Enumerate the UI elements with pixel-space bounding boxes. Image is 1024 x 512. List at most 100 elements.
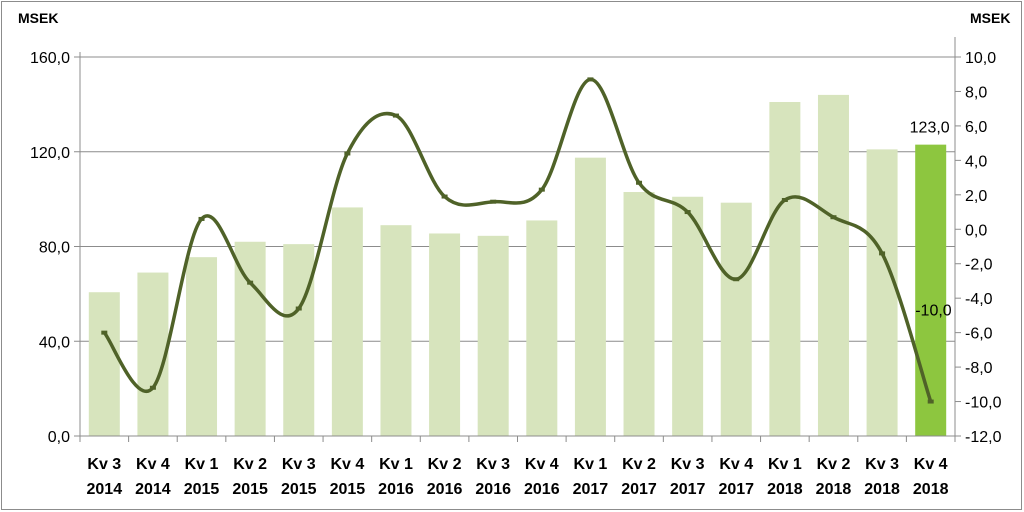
category-label-year: 2015 — [330, 481, 366, 498]
right-tick-label: -6,0 — [965, 326, 993, 343]
left-tick-label: 160,0 — [30, 50, 70, 67]
line-series-path — [102, 77, 933, 403]
right-tick-label: 4,0 — [965, 153, 987, 170]
line-data-label: -10,0 — [915, 303, 952, 320]
bar — [574, 157, 606, 436]
category-label-year: 2016 — [524, 481, 560, 498]
category-label-year: 2016 — [427, 481, 463, 498]
category-label-quarter: Kv 3 — [865, 456, 899, 473]
left-tick-label: 0,0 — [48, 429, 70, 446]
bar — [186, 257, 218, 436]
labels: 123,0 -10,0 — [910, 120, 952, 320]
right-tick-label: 2,0 — [965, 188, 987, 205]
category-label-year: 2016 — [475, 481, 511, 498]
line-point — [149, 385, 156, 390]
category-label-quarter: Kv 1 — [768, 456, 802, 473]
line-point — [927, 399, 934, 404]
line-point — [295, 306, 302, 311]
category-label-year: 2014 — [87, 481, 123, 498]
category-label-quarter: Kv 3 — [476, 456, 510, 473]
line-point — [587, 77, 594, 82]
bar — [720, 202, 752, 436]
category-label-year: 2015 — [184, 481, 220, 498]
category-label-year: 2016 — [378, 481, 414, 498]
category-label-quarter: Kv 2 — [233, 456, 267, 473]
bar — [137, 272, 169, 436]
right-axis-unit: MSEK — [970, 10, 1010, 26]
bar — [283, 244, 315, 436]
left-axis-unit: MSEK — [18, 10, 58, 26]
category-label-year: 2015 — [281, 481, 317, 498]
category-label-quarter: Kv 3 — [87, 456, 121, 473]
left-tick-label: 120,0 — [30, 145, 70, 162]
bar — [672, 196, 704, 436]
line-point — [684, 210, 691, 215]
category-label-quarter: Kv 3 — [282, 456, 316, 473]
category-label-year: 2017 — [670, 481, 706, 498]
category-label-quarter: Kv 4 — [136, 456, 170, 473]
bar-highlight — [915, 144, 947, 437]
line-point — [879, 251, 886, 256]
bar — [769, 102, 801, 436]
category-label-quarter: Kv 1 — [574, 456, 608, 473]
bar — [429, 233, 461, 436]
line-point — [538, 187, 545, 192]
right-tick-label: -10,0 — [965, 395, 1002, 412]
category-label-year: 2015 — [232, 481, 268, 498]
bar — [380, 225, 412, 436]
line-point — [490, 199, 497, 204]
right-tick-label: 0,0 — [965, 222, 987, 239]
left-tick-label: 80,0 — [39, 240, 70, 257]
category-label-year: 2017 — [621, 481, 657, 498]
bar — [88, 292, 120, 436]
right-tick-label: -12,0 — [965, 429, 1002, 446]
right-tick-label: -4,0 — [965, 291, 993, 308]
line-point — [636, 180, 643, 185]
category-label-year: 2018 — [864, 481, 900, 498]
right-tick-label: 6,0 — [965, 119, 987, 136]
category-label-quarter: Kv 4 — [525, 456, 559, 473]
line-point — [101, 330, 108, 335]
category-label-quarter: Kv 2 — [817, 456, 851, 473]
category-label-year: 2017 — [718, 481, 754, 498]
right-tick-label: 8,0 — [965, 84, 987, 101]
category-label-year: 2018 — [816, 481, 852, 498]
line-point — [733, 277, 740, 282]
category-label-year: 2018 — [913, 481, 949, 498]
category-label-quarter: Kv 4 — [719, 456, 753, 473]
line-point — [392, 113, 399, 118]
bar — [817, 94, 849, 437]
right-tick-label: -2,0 — [965, 257, 993, 274]
category-label-quarter: Kv 1 — [379, 456, 413, 473]
category-label-year: 2018 — [767, 481, 803, 498]
bar-data-label: 123,0 — [910, 120, 950, 137]
category-label-quarter: Kv 2 — [428, 456, 462, 473]
line-point — [247, 280, 254, 285]
line-point — [781, 197, 788, 202]
category-label-year: 2017 — [573, 481, 609, 498]
bar — [866, 149, 898, 436]
category-label-quarter: Kv 4 — [330, 456, 364, 473]
bar — [234, 241, 266, 436]
axes: 0,040,080,0120,0160,0-12,0-10,0-8,0-6,0-… — [18, 10, 1010, 498]
line-point — [198, 216, 205, 221]
line-series — [101, 77, 934, 404]
bar — [477, 235, 509, 436]
gridlines — [80, 56, 955, 342]
bar — [331, 207, 363, 436]
bar — [526, 220, 558, 436]
line-point — [830, 215, 837, 220]
category-label-quarter: Kv 4 — [914, 456, 948, 473]
left-tick-label: 40,0 — [39, 334, 70, 351]
category-label-year: 2014 — [135, 481, 171, 498]
line-point — [344, 151, 351, 156]
category-label-quarter: Kv 1 — [185, 456, 219, 473]
bar-series — [88, 94, 947, 437]
right-tick-label: 10,0 — [965, 50, 996, 67]
category-label-quarter: Kv 2 — [622, 456, 656, 473]
line-point — [441, 194, 448, 199]
right-tick-label: -8,0 — [965, 360, 993, 377]
category-label-quarter: Kv 3 — [671, 456, 705, 473]
